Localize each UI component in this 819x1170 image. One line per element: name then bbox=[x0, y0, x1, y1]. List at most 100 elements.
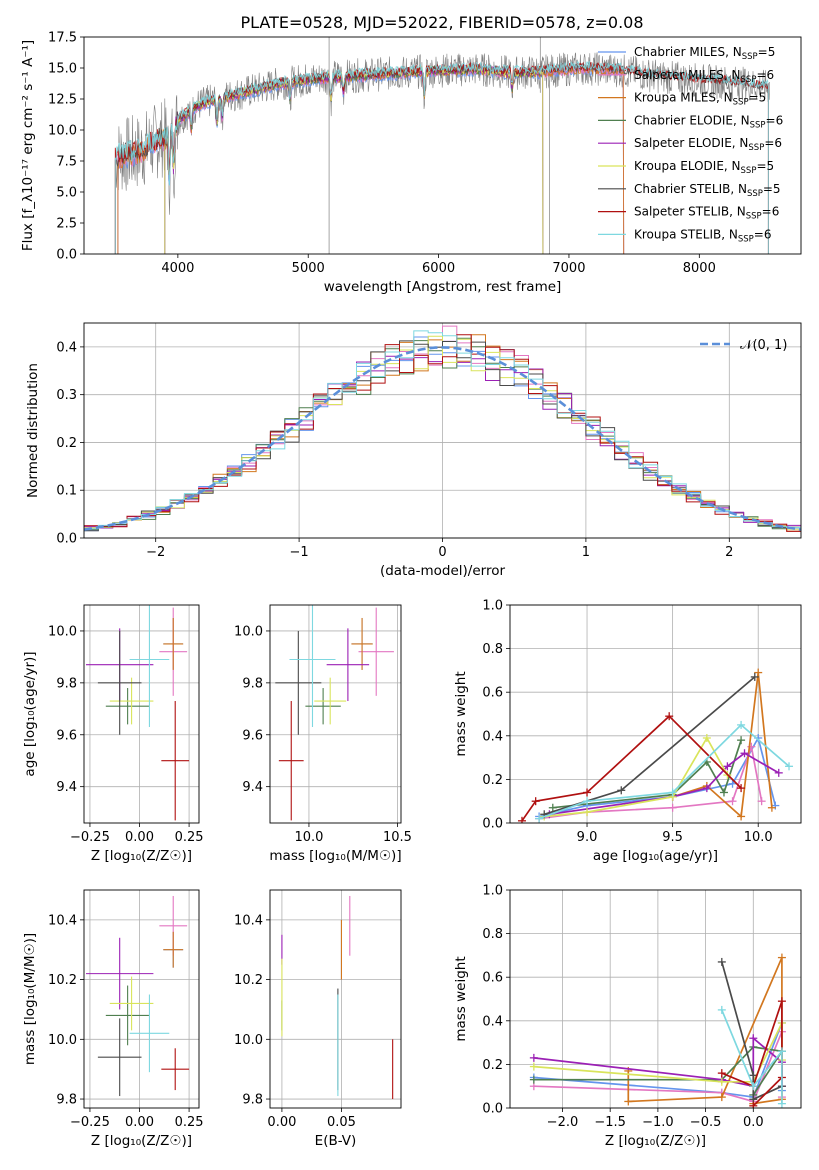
y-tick-label: 9.4 bbox=[56, 780, 77, 795]
y-tick-label: 0.6 bbox=[482, 686, 503, 701]
y-tick-label: 10.0 bbox=[234, 624, 263, 639]
plot-area bbox=[85, 895, 190, 1097]
y-tick-label: 0.4 bbox=[482, 1014, 503, 1029]
model-spectrum-line bbox=[114, 61, 769, 254]
x-tick-label: −2 bbox=[146, 545, 165, 560]
y-tick-label: 5.0 bbox=[56, 186, 77, 201]
y-tick-label: 0.0 bbox=[56, 248, 77, 263]
axes-frame bbox=[269, 604, 402, 824]
x-tick-label: −0.25 bbox=[70, 1115, 110, 1130]
x-tick-label: 10.0 bbox=[294, 830, 323, 845]
mass-weight-vs-Z-panel: −2.0 −1.5 −1.0 −0.5 0.0 0.0 0.2 0.4 0.6 0.8 1.0 Z [… bbox=[453, 884, 802, 1149]
y-tick-label: 0.2 bbox=[482, 1058, 503, 1073]
y-tick-label: 0.3 bbox=[56, 388, 77, 403]
y-tick-label: 9.8 bbox=[56, 676, 77, 691]
x-tick-label: 0.25 bbox=[175, 1115, 204, 1130]
y-axis-label: Normed distribution bbox=[25, 363, 41, 498]
x-axis-label: Z [log₁₀(Z/Z☉)] bbox=[91, 1133, 192, 1149]
legend-entry: Kroupa MILES, NSSP=5 bbox=[634, 91, 766, 108]
x-axis-label: age [log₁₀(age/yr)] bbox=[593, 848, 718, 864]
y-tick-label: 0.4 bbox=[482, 729, 503, 744]
legend-entry: 𝒩(0, 1) bbox=[740, 338, 787, 353]
y-tick-label: 9.6 bbox=[242, 728, 263, 743]
plot-area bbox=[529, 953, 786, 1108]
x-tick-label: 0 bbox=[438, 545, 446, 560]
y-tick-label: 0.0 bbox=[482, 817, 503, 832]
x-tick-label: −2.0 bbox=[547, 1115, 579, 1130]
x-tick-label: 0.00 bbox=[267, 1115, 296, 1130]
y-tick-label: 0.0 bbox=[482, 1102, 503, 1117]
mass-weight-vs-age-panel: 9.0 9.5 10.0 0.0 0.2 0.4 0.6 0.8 1.0 age [log₁₀(a… bbox=[453, 599, 802, 864]
legend-entry: Chabrier MILES, NSSP=5 bbox=[634, 45, 775, 62]
grid bbox=[270, 605, 401, 823]
x-tick-label: −1 bbox=[290, 545, 309, 560]
y-tick-label: 0.1 bbox=[56, 484, 77, 499]
x-tick-label: 2 bbox=[725, 545, 733, 560]
y-tick-label: 9.8 bbox=[242, 676, 263, 691]
y-tick-label: 0.8 bbox=[482, 927, 503, 942]
axes-frame bbox=[269, 889, 402, 1109]
y-axis-label: age [log₁₀(age/yr)] bbox=[22, 651, 38, 776]
y-axis-label: mass weight bbox=[453, 956, 469, 1041]
y-tick-label: 10.4 bbox=[48, 913, 77, 928]
y-tick-label: 0.8 bbox=[482, 642, 503, 657]
axes-frame bbox=[83, 604, 200, 824]
y-tick-label: 0.6 bbox=[482, 971, 503, 986]
x-axis-label: E(B-V) bbox=[315, 1133, 357, 1149]
x-tick-label: 10.5 bbox=[383, 830, 412, 845]
x-axis-label: wavelength [Angstrom, rest frame] bbox=[324, 279, 562, 295]
legend-entry: Chabrier ELODIE, NSSP=6 bbox=[634, 113, 783, 130]
plot-area bbox=[517, 668, 794, 823]
y-tick-label: 15.0 bbox=[48, 62, 77, 77]
y-tick-label: 10.0 bbox=[234, 1033, 263, 1048]
histogram-step bbox=[84, 334, 801, 532]
model-spectrum-line bbox=[114, 60, 769, 254]
legend-entry: Kroupa ELODIE, NSSP=5 bbox=[634, 159, 774, 176]
legend-entry: Kroupa STELIB, NSSP=6 bbox=[634, 227, 772, 244]
age-vs-mass-panel: 10.0 10.5 9.4 9.6 9.8 10.0 mass [log₁₀(M/M☉)] bbox=[234, 604, 412, 864]
mass-weight-line bbox=[721, 1009, 783, 1104]
y-axis-label: Flux [f_λ10⁻¹⁷ erg cm⁻² s⁻¹ A⁻¹] bbox=[20, 40, 36, 251]
residual-histogram-panel: −2 −1 0 1 2 0.0 0.1 0.2 0.3 0.4 (data-model)/error… bbox=[25, 322, 802, 579]
plot-area bbox=[275, 605, 394, 821]
x-axis-label: mass [log₁₀(M/M☉)] bbox=[269, 848, 401, 864]
x-tick-label: 0.00 bbox=[125, 830, 154, 845]
grid bbox=[84, 890, 199, 1108]
x-tick-label: 10.0 bbox=[744, 830, 773, 845]
x-tick-label: −0.25 bbox=[70, 830, 110, 845]
spectrum-legend: Chabrier MILES, NSSP=5 Salpeter MILES, NS… bbox=[598, 45, 783, 244]
x-tick-label: −1.5 bbox=[594, 1115, 626, 1130]
mass-vs-Z-panel: −0.25 0.00 0.25 9.8 10.0 10.2 10.4 Z [log₁₀(Z/Z… bbox=[22, 889, 204, 1149]
x-tick-label: 7000 bbox=[552, 261, 585, 276]
y-tick-label: 10.0 bbox=[48, 124, 77, 139]
y-tick-label: 12.5 bbox=[48, 93, 77, 108]
x-tick-label: 4000 bbox=[161, 261, 194, 276]
legend-entry: Chabrier STELIB, NSSP=5 bbox=[634, 182, 781, 199]
y-tick-label: 9.4 bbox=[242, 780, 263, 795]
axes-frame bbox=[83, 36, 802, 255]
legend-entry: Salpeter ELODIE, NSSP=6 bbox=[634, 136, 782, 153]
y-tick-label: 0.2 bbox=[482, 773, 503, 788]
y-axis-label: mass weight bbox=[453, 671, 469, 756]
x-axis-label: (data-model)/error bbox=[380, 563, 506, 579]
x-tick-label: 1 bbox=[582, 545, 590, 560]
x-tick-label: 0.00 bbox=[125, 1115, 154, 1130]
x-tick-label: 0.05 bbox=[327, 1115, 356, 1130]
y-tick-label: 10.2 bbox=[48, 973, 77, 988]
x-tick-label: 6000 bbox=[422, 261, 455, 276]
y-axis-label: mass [log₁₀(M/M☉)] bbox=[22, 933, 38, 1065]
mass-vs-EBV-panel: 0.00 0.05 9.8 10.0 10.2 10.4 E(B-V) bbox=[234, 889, 402, 1149]
age-vs-Z-panel: −0.25 0.00 0.25 9.4 9.6 9.8 10.0 Z [log₁₀(Z/Z☉)… bbox=[22, 604, 204, 864]
axes-frame bbox=[83, 322, 802, 539]
axes-frame bbox=[509, 889, 802, 1109]
x-axis-label: Z [log₁₀(Z/Z☉)] bbox=[91, 848, 192, 864]
y-tick-label: 0.2 bbox=[56, 436, 77, 451]
mass-weight-line bbox=[538, 735, 777, 818]
y-tick-label: 17.5 bbox=[48, 31, 77, 46]
y-tick-label: 1.0 bbox=[482, 599, 503, 614]
legend-entry: Salpeter MILES, NSSP=6 bbox=[634, 68, 774, 85]
x-tick-label: 0.0 bbox=[743, 1115, 764, 1130]
plot-area bbox=[114, 37, 770, 254]
axes-frame bbox=[83, 889, 200, 1109]
